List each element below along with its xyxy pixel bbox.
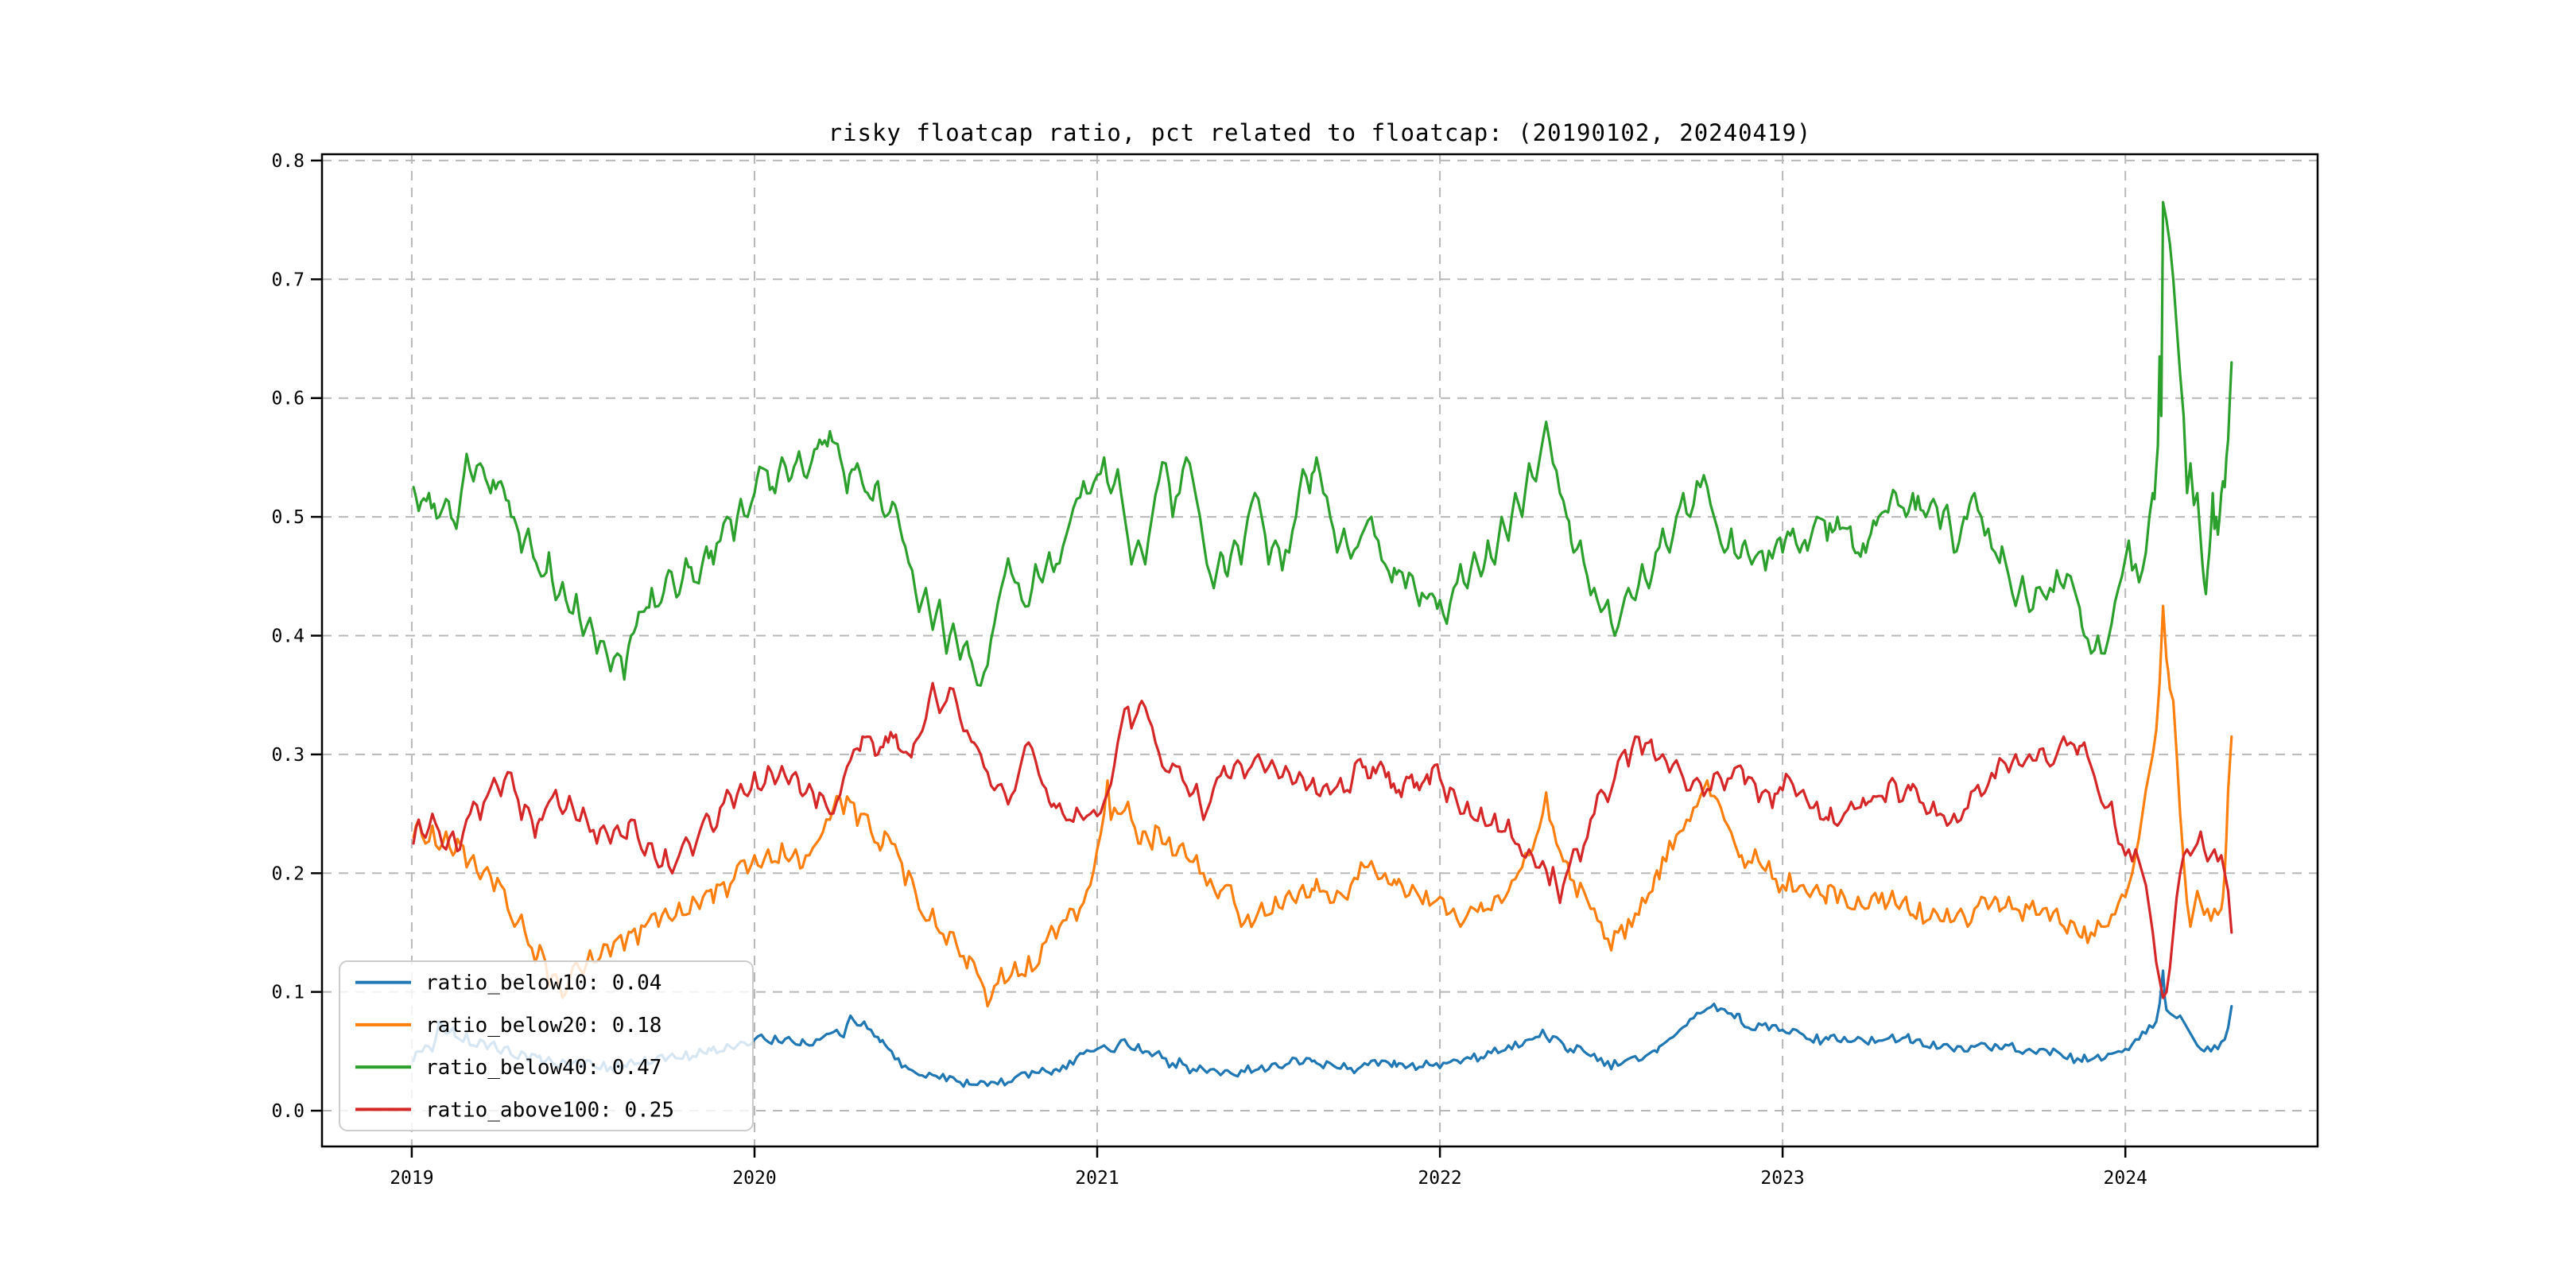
x-tick-label: 2021: [1075, 1168, 1119, 1189]
y-tick-label: 0.3: [271, 745, 305, 766]
x-tick-label: 2024: [2104, 1168, 2147, 1189]
y-tick-label: 0.6: [271, 389, 305, 409]
y-tick-label: 0.1: [271, 983, 305, 1003]
series-line-ratio_below20: [412, 604, 2233, 1008]
x-tick-label: 2023: [1760, 1168, 1804, 1189]
y-tick-label: 0.5: [271, 507, 305, 528]
legend-box: [339, 960, 754, 1131]
axes: 0.0 0.1 0.2 0.3 0.4 0.5 0.6 0.7 0.8 2019 2020 2021 2…: [271, 151, 2319, 1189]
chart-title: risky floatcap ratio, pct related to flo…: [828, 119, 1812, 146]
legend-item-ratio_below10: ratio_below10: 0.04: [355, 972, 661, 995]
x-tick-label: 2020: [732, 1168, 776, 1189]
y-tick-label: 0.2: [271, 863, 305, 884]
y-tick-label: 0.4: [271, 627, 305, 647]
series-line-ratio_below40: [412, 200, 2233, 687]
legend: ratio_below10: 0.04 ratio_below20: 0.18 ra…: [339, 960, 754, 1131]
x-tick-label: 2022: [1418, 1168, 1461, 1189]
x-tick-label: 2019: [390, 1168, 433, 1189]
series-line-ratio_above100: [412, 681, 2233, 999]
legend-label-ratio_below40: ratio_below40: 0.47: [425, 1056, 661, 1080]
y-tick-label: 0.0: [271, 1101, 305, 1122]
legend-item-ratio_above100: ratio_above100: 0.25: [355, 1098, 674, 1122]
legend-item-ratio_below20: ratio_below20: 0.18: [355, 1014, 661, 1038]
series-lines: [412, 200, 2233, 1088]
plot-border: [320, 153, 2319, 1148]
legend-label-ratio_above100: ratio_above100: 0.25: [425, 1098, 674, 1122]
y-tick-label: 0.8: [271, 151, 305, 172]
legend-label-ratio_below20: ratio_below20: 0.18: [425, 1014, 661, 1038]
legend-item-ratio_below40: ratio_below40: 0.47: [355, 1056, 661, 1080]
legend-label-ratio_below10: ratio_below10: 0.04: [425, 972, 661, 995]
y-tick-label: 0.7: [271, 270, 305, 290]
